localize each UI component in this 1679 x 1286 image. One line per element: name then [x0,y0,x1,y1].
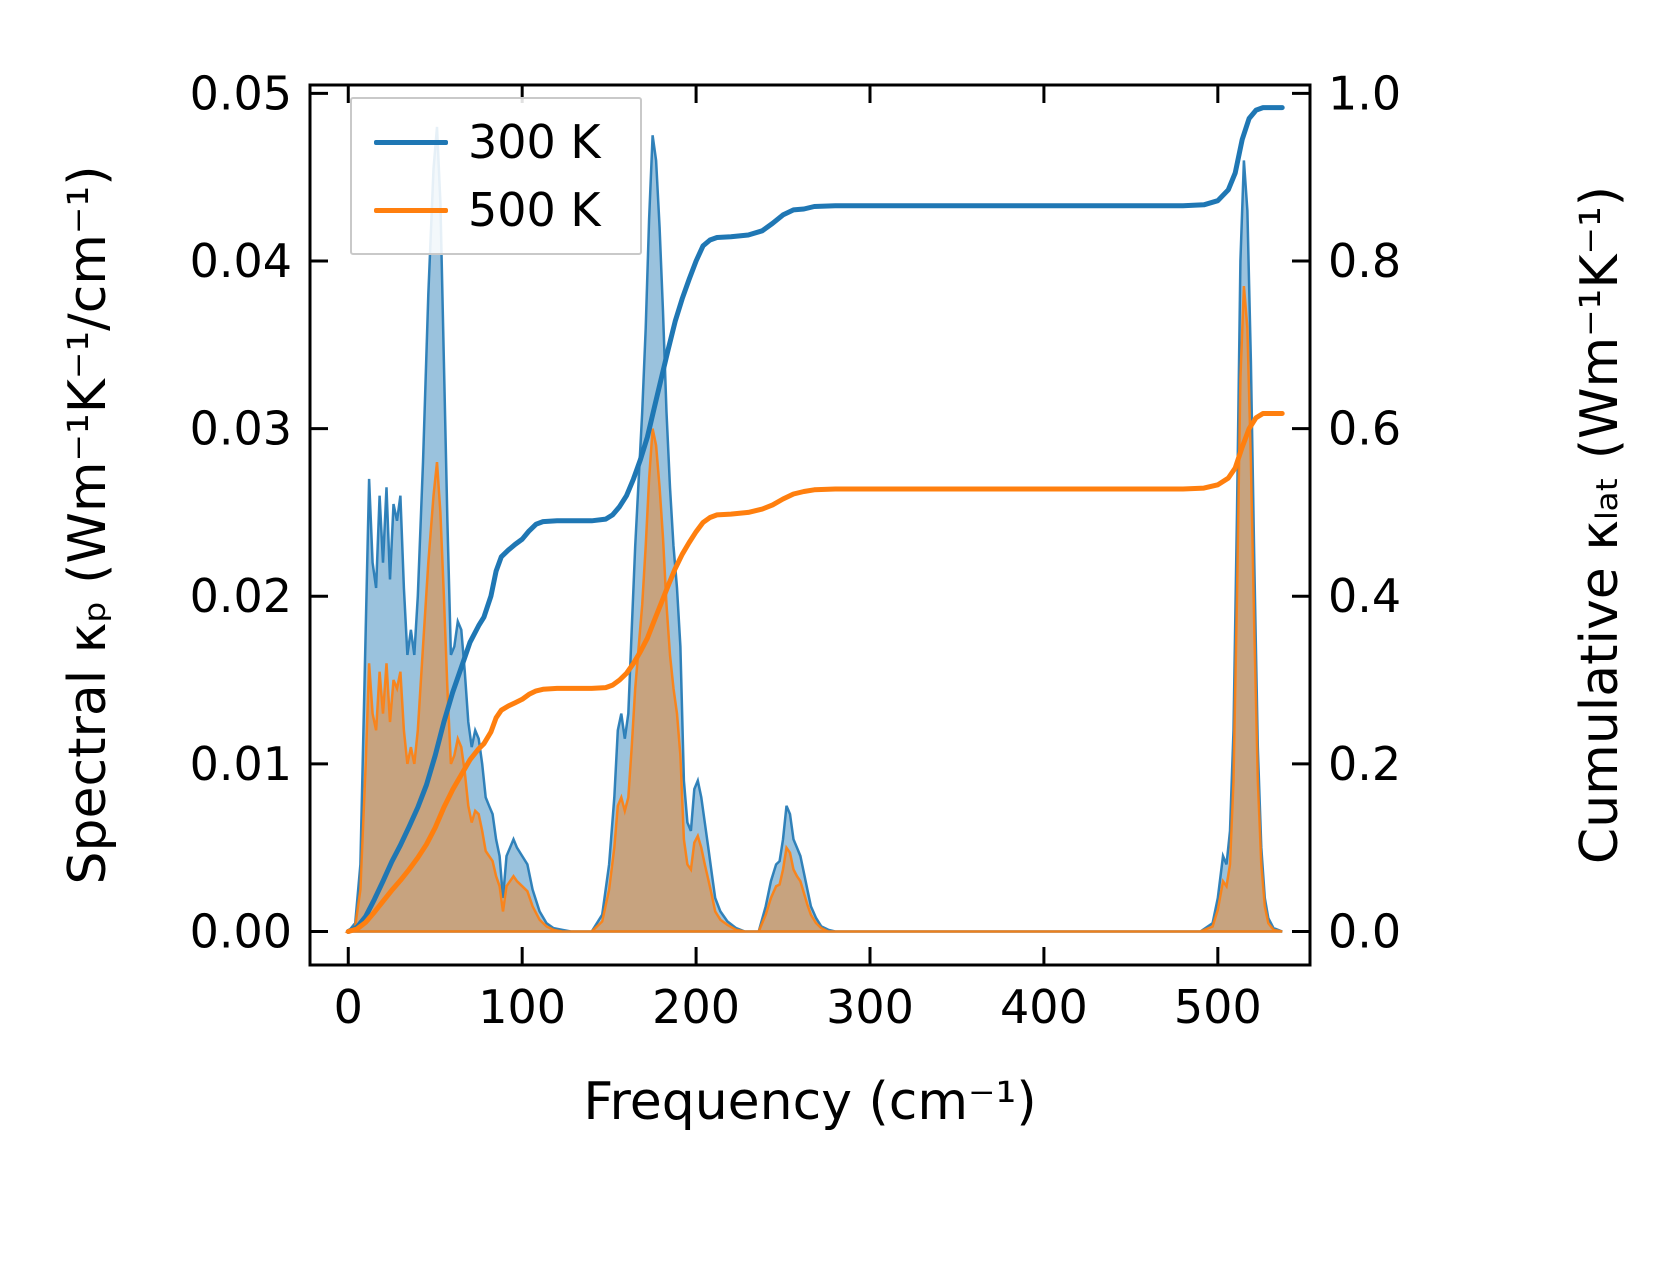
y-right-tick-label: 0.0 [1328,904,1401,958]
y-left-tick-label: 0.04 [190,234,292,288]
plot-border [308,83,1312,967]
y-right-tick-label: 0.8 [1328,234,1401,288]
y-left-tick-label: 0.00 [190,904,292,958]
y-right-tick-label: 0.4 [1328,569,1401,623]
legend-label-300k: 300 K [468,115,601,169]
legend-line-swatch-500k [374,207,448,213]
legend-label-500k: 500 K [468,183,601,237]
x-tick-label: 0 [334,980,363,1034]
y-axis-label-left: Spectral κₚ (Wm⁻¹K⁻¹/cm⁻¹) [58,165,118,885]
x-tick-label: 300 [826,980,914,1034]
x-tick-label: 100 [478,980,566,1034]
y-left-tick-label: 0.02 [190,569,292,623]
x-tick-label: 200 [652,980,740,1034]
y-left-tick-label: 0.03 [190,402,292,456]
x-axis-label: Frequency (cm⁻¹) [583,1072,1037,1132]
y-right-tick-label: 0.2 [1328,737,1401,791]
y-left-tick-label: 0.01 [190,737,292,791]
cumulative-line-300k [345,105,1285,934]
spectral-area-500k [344,285,1283,933]
legend: 300 K 500 K [350,97,642,255]
legend-line-swatch-300k [374,139,448,145]
legend-item-300k: 300 K [374,119,640,165]
y-axis-label-right: Cumulative κₗₐₜ (Wm⁻¹K⁻¹) [1570,185,1630,865]
x-tick-label: 400 [1000,980,1088,1034]
y-right-tick-label: 1.0 [1328,66,1401,120]
legend-item-500k: 500 K [374,187,640,233]
x-tick-label: 500 [1174,980,1262,1034]
y-left-tick-label: 0.05 [190,66,292,120]
cumulative-line-500k [345,411,1285,934]
y-right-tick-label: 0.6 [1328,402,1401,456]
